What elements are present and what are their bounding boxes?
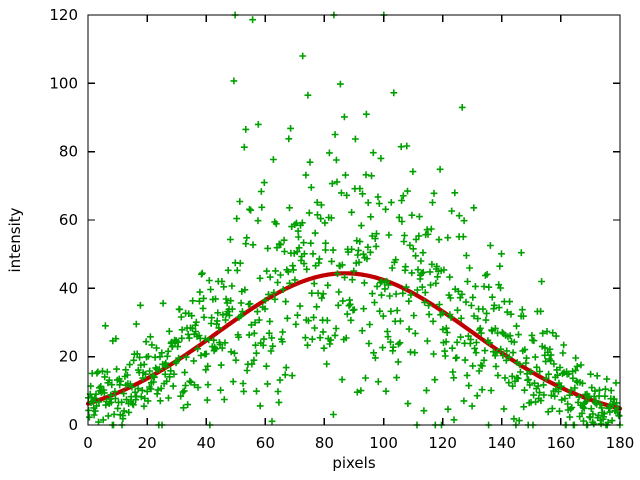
y-axis-title: intensity [6,207,24,272]
tick-marks [87,14,621,426]
y-tick-label: 100 [49,74,78,92]
x-tick-label: 40 [197,434,216,452]
y-tick-label: 40 [59,279,78,297]
y-tick-label: 0 [68,416,78,434]
x-tick-label: 120 [428,434,457,452]
x-tick-label: 20 [138,434,157,452]
x-axis-tick-labels: 0 20 40 60 80 100 120 140 160 180 [83,434,634,452]
y-tick-label: 120 [49,6,78,24]
x-tick-label: 100 [369,434,398,452]
x-axis-title: pixels [332,454,376,472]
y-axis-tick-labels: 0 20 40 60 80 100 120 [49,6,78,434]
x-tick-label: 160 [547,434,576,452]
x-tick-label: 180 [606,434,635,452]
x-tick-label: 80 [315,434,334,452]
y-tick-label: 20 [59,348,78,366]
y-tick-label: 80 [59,143,78,161]
x-tick-label: 60 [256,434,275,452]
plot-frame [87,14,621,426]
x-tick-label: 0 [83,434,93,452]
x-tick-label: 140 [487,434,516,452]
y-tick-label: 60 [59,211,78,229]
